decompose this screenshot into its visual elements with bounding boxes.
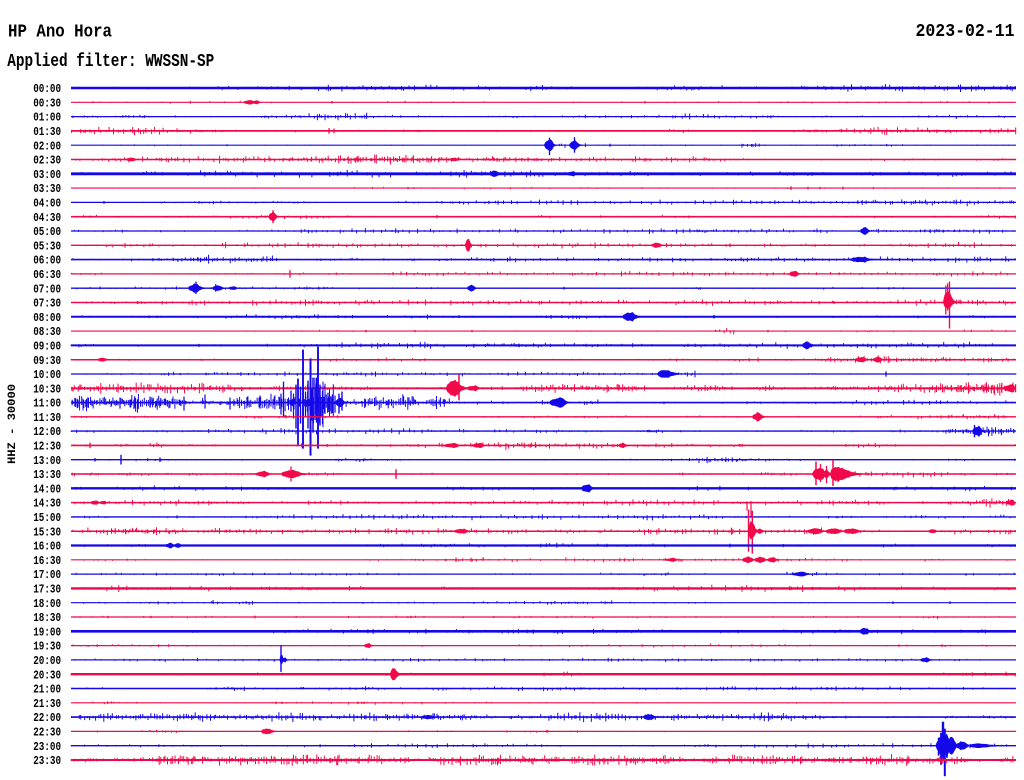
svg-text:06:00: 06:00: [33, 254, 61, 268]
svg-text:20:00: 20:00: [33, 654, 61, 668]
svg-text:06:30: 06:30: [33, 268, 61, 282]
svg-text:HHZ - 30000: HHZ - 30000: [7, 384, 19, 464]
svg-text:20:30: 20:30: [33, 668, 61, 682]
svg-text:12:30: 12:30: [33, 440, 61, 454]
svg-text:05:00: 05:00: [33, 225, 61, 239]
svg-text:19:00: 19:00: [33, 625, 61, 639]
svg-text:2023-02-11: 2023-02-11: [916, 22, 1015, 42]
svg-text:03:30: 03:30: [33, 182, 61, 196]
svg-text:12:00: 12:00: [33, 425, 61, 439]
svg-text:Applied filter: WWSSN-SP: Applied filter: WWSSN-SP: [7, 52, 214, 72]
svg-text:10:30: 10:30: [33, 382, 61, 396]
svg-text:17:30: 17:30: [33, 583, 61, 597]
svg-text:HP Ano Hora: HP Ano Hora: [8, 23, 112, 43]
svg-text:17:00: 17:00: [33, 568, 61, 582]
svg-text:04:30: 04:30: [33, 211, 61, 225]
svg-text:13:30: 13:30: [33, 468, 61, 482]
svg-text:03:00: 03:00: [33, 168, 61, 182]
svg-text:02:00: 02:00: [33, 139, 61, 153]
svg-text:01:00: 01:00: [33, 111, 61, 125]
svg-text:07:30: 07:30: [33, 297, 61, 311]
svg-text:00:00: 00:00: [33, 82, 61, 96]
svg-text:21:00: 21:00: [33, 683, 61, 697]
svg-text:15:00: 15:00: [33, 511, 61, 525]
svg-text:04:00: 04:00: [33, 197, 61, 211]
svg-text:07:00: 07:00: [33, 282, 61, 296]
svg-text:05:30: 05:30: [33, 239, 61, 253]
svg-text:01:30: 01:30: [33, 125, 61, 139]
svg-text:15:30: 15:30: [33, 525, 61, 539]
svg-text:23:00: 23:00: [33, 740, 61, 754]
svg-text:11:00: 11:00: [33, 397, 61, 411]
svg-text:09:30: 09:30: [33, 354, 61, 368]
svg-text:18:30: 18:30: [33, 611, 61, 625]
svg-text:22:00: 22:00: [33, 711, 61, 725]
svg-text:11:30: 11:30: [33, 411, 61, 425]
svg-text:10:00: 10:00: [33, 368, 61, 382]
svg-text:18:00: 18:00: [33, 597, 61, 611]
svg-text:14:00: 14:00: [33, 482, 61, 496]
svg-text:16:00: 16:00: [33, 540, 61, 554]
svg-text:09:00: 09:00: [33, 340, 61, 354]
svg-text:19:30: 19:30: [33, 640, 61, 654]
svg-text:23:30: 23:30: [33, 754, 61, 768]
svg-text:22:30: 22:30: [33, 726, 61, 740]
svg-text:02:30: 02:30: [33, 154, 61, 168]
svg-text:14:30: 14:30: [33, 497, 61, 511]
svg-text:16:30: 16:30: [33, 554, 61, 568]
svg-text:21:30: 21:30: [33, 697, 61, 711]
svg-text:13:00: 13:00: [33, 454, 61, 468]
svg-text:00:30: 00:30: [33, 96, 61, 110]
svg-text:08:00: 08:00: [33, 311, 61, 325]
svg-text:08:30: 08:30: [33, 325, 61, 339]
